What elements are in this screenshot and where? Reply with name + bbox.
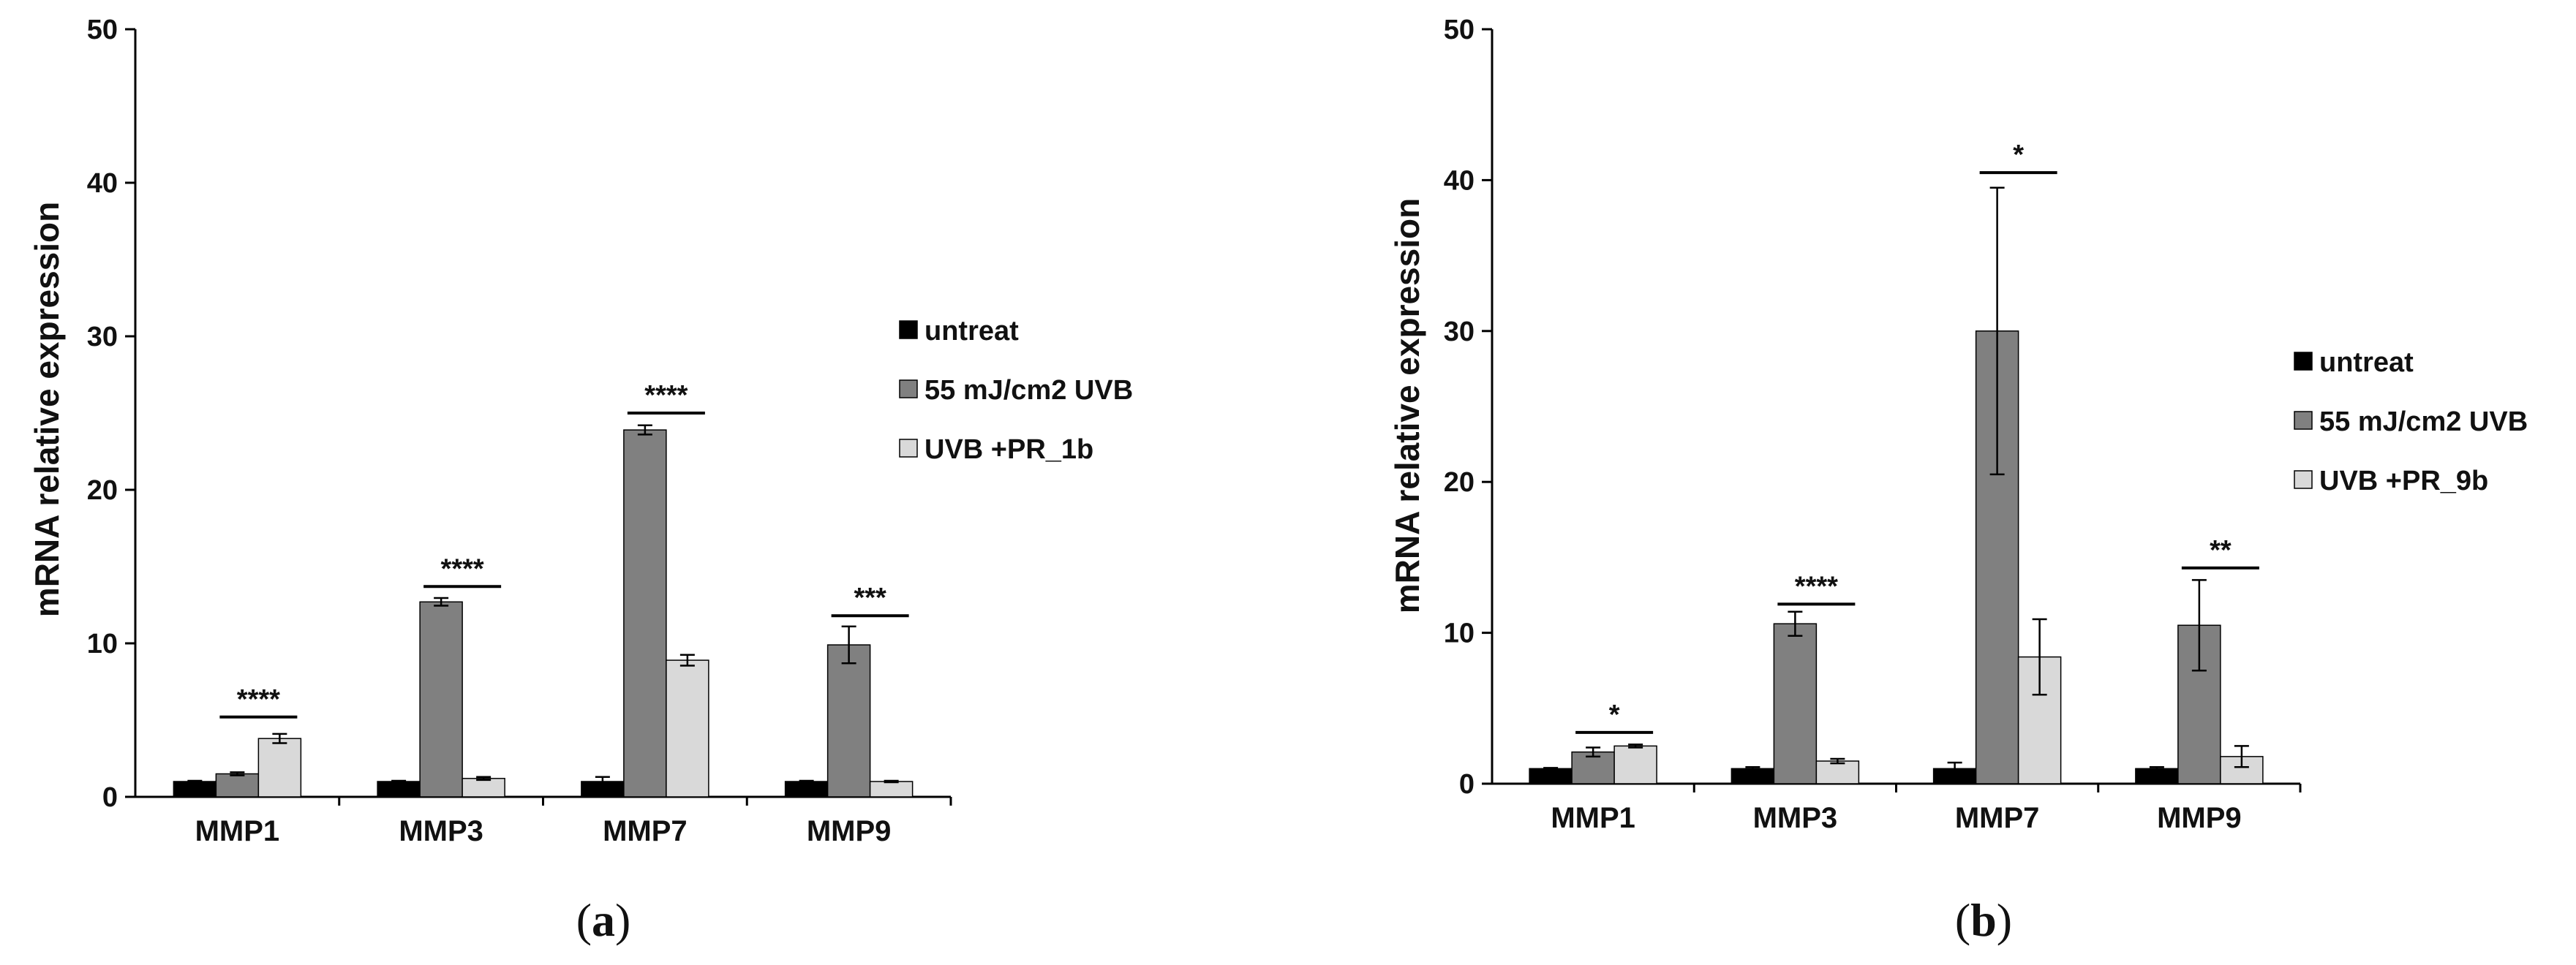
y-tick-label: 20 [1444, 467, 1475, 498]
y-tick-label: 40 [1444, 165, 1475, 196]
bar [1815, 760, 1860, 784]
y-tick-label: 10 [87, 629, 118, 659]
y-tick-label: 50 [1444, 15, 1475, 45]
bar [215, 773, 260, 798]
y-tick-label: 0 [102, 782, 118, 813]
bar [419, 601, 463, 798]
category-label: MMP9 [2157, 802, 2242, 834]
significance-label: * [2013, 140, 2024, 170]
bar [623, 429, 667, 798]
y-axis-label: mRNA relative expression [28, 202, 66, 617]
category-label: MMP9 [807, 815, 892, 847]
significance-label: **** [237, 684, 280, 715]
significance-label: **** [644, 380, 688, 411]
bar [257, 738, 302, 798]
legend-swatch [2294, 411, 2313, 430]
bar [1529, 768, 1573, 784]
legend-label: UVB +PR_1b [924, 434, 1093, 465]
legend-swatch [2294, 470, 2313, 489]
significance-label: *** [854, 583, 886, 613]
y-tick-label: 50 [87, 15, 118, 45]
bar [784, 781, 829, 798]
legend-swatch [899, 379, 918, 398]
category-label: MMP1 [1551, 802, 1635, 834]
legend-swatch [2294, 352, 2313, 371]
y-axis-label: mRNA relative expression [1388, 198, 1426, 613]
significance-label: **** [441, 553, 484, 584]
bar [462, 778, 505, 798]
bar [377, 781, 421, 798]
legend-swatch [899, 439, 918, 458]
bar [826, 644, 871, 798]
chart-panel-b: 0 10 20 30 40 50 mRNA relative expression MMP1 M… [1388, 15, 2528, 946]
category-label: MMP7 [1955, 802, 2040, 834]
panel-label: (b) [1955, 894, 2012, 946]
category-label: MMP1 [195, 815, 280, 847]
bar [869, 781, 914, 798]
significance-label: * [1609, 700, 1620, 730]
category-label: MMP7 [603, 815, 688, 847]
legend-label: 55 mJ/cm2 UVB [2319, 406, 2528, 437]
legend-swatch [899, 320, 918, 339]
y-tick-label: 20 [87, 475, 118, 506]
significance-label: ** [2210, 535, 2232, 566]
category-label: MMP3 [399, 815, 483, 847]
legend-label: 55 mJ/cm2 UVB [924, 375, 1133, 406]
panel-label: (a) [576, 894, 631, 946]
significance-label: **** [1795, 571, 1838, 602]
y-tick-label: 30 [1444, 317, 1475, 347]
legend-label: untreat [2319, 347, 2414, 378]
bar [1613, 745, 1657, 784]
chart-panel-a: 0 10 20 30 40 50 mRNA relative expression MMP1 M… [28, 15, 1133, 946]
y-tick-label: 40 [87, 168, 118, 199]
y-tick-label: 10 [1444, 618, 1475, 649]
bar [1773, 623, 1818, 784]
legend-label: untreat [924, 316, 1019, 347]
bar [173, 781, 217, 798]
bar [666, 659, 709, 798]
legend-label: UVB +PR_9b [2319, 466, 2488, 496]
y-tick-label: 0 [1459, 769, 1475, 800]
category-label: MMP3 [1753, 802, 1838, 834]
y-tick-label: 30 [87, 322, 118, 352]
